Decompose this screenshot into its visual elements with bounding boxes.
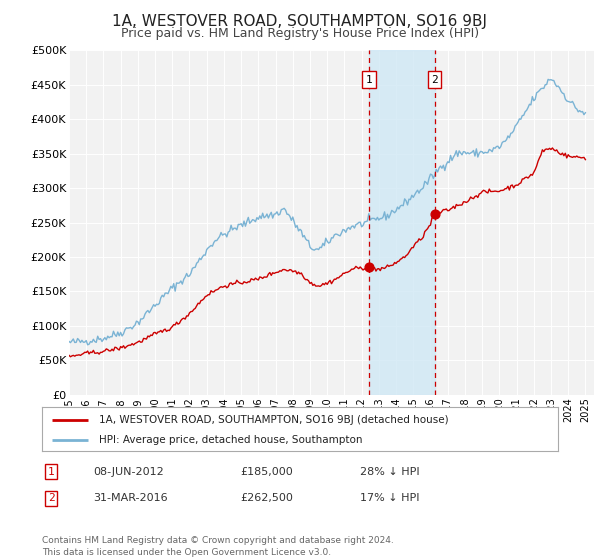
Text: 1: 1 [366,74,373,85]
Text: £262,500: £262,500 [240,493,293,503]
Text: Price paid vs. HM Land Registry's House Price Index (HPI): Price paid vs. HM Land Registry's House … [121,27,479,40]
Text: HPI: Average price, detached house, Southampton: HPI: Average price, detached house, Sout… [99,435,362,445]
Text: 2: 2 [431,74,438,85]
Text: 17% ↓ HPI: 17% ↓ HPI [360,493,419,503]
Point [364,263,374,272]
Text: 1A, WESTOVER ROAD, SOUTHAMPTON, SO16 9BJ (detached house): 1A, WESTOVER ROAD, SOUTHAMPTON, SO16 9BJ… [99,415,448,425]
Text: 2: 2 [47,493,55,503]
Text: £185,000: £185,000 [240,466,293,477]
Text: Contains HM Land Registry data © Crown copyright and database right 2024.
This d: Contains HM Land Registry data © Crown c… [42,536,394,557]
Bar [369,50,435,395]
Text: 31-MAR-2016: 31-MAR-2016 [93,493,167,503]
Text: 1: 1 [47,466,55,477]
Text: 1A, WESTOVER ROAD, SOUTHAMPTON, SO16 9BJ: 1A, WESTOVER ROAD, SOUTHAMPTON, SO16 9BJ [113,14,487,29]
Text: 28% ↓ HPI: 28% ↓ HPI [360,466,419,477]
Text: 08-JUN-2012: 08-JUN-2012 [93,466,164,477]
Point [430,209,440,218]
